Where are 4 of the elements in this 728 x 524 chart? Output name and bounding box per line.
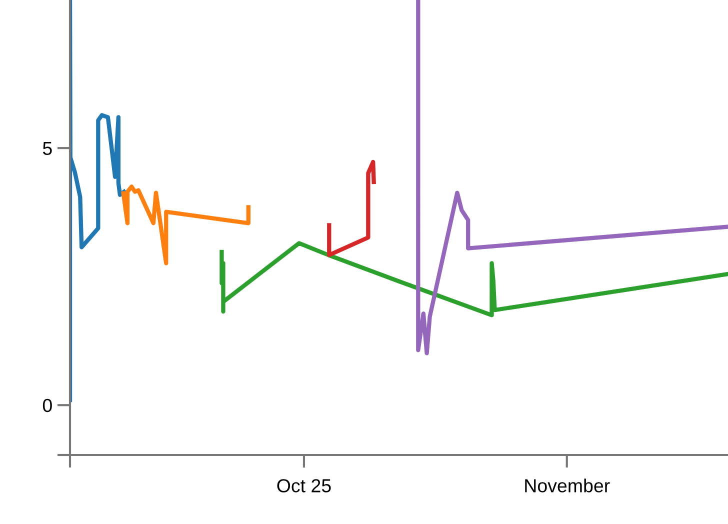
- y-tick-label: 0: [42, 398, 52, 412]
- y-tick-label: 5: [42, 142, 52, 156]
- x-tick-label: Oct 25: [277, 479, 331, 492]
- x-tick-label: November: [525, 478, 610, 492]
